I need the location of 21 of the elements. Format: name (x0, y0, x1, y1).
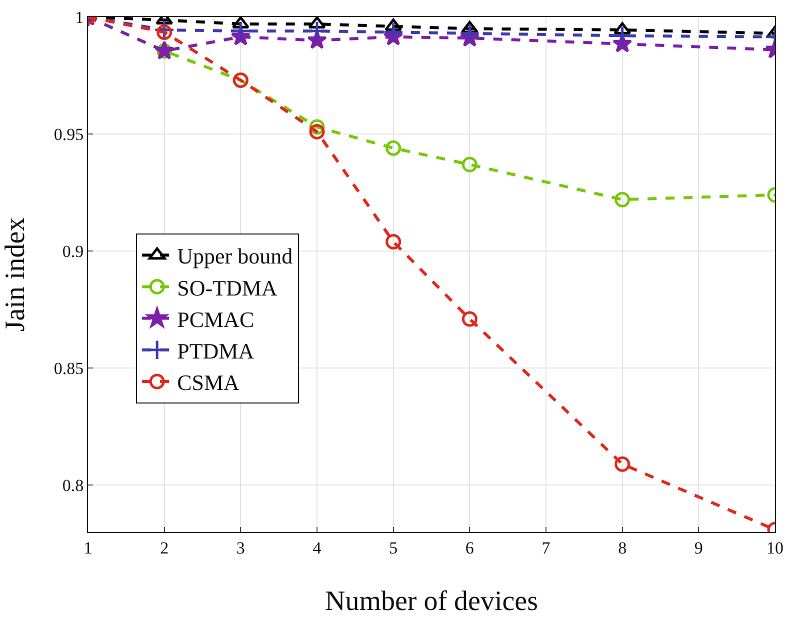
x-tick-label: 8 (618, 538, 627, 558)
y-tick-label: 0.8 (62, 476, 84, 496)
y-axis-title: Jain index (0, 217, 31, 332)
legend-label: SO-TDMA (177, 275, 278, 300)
x-tick-label: 4 (312, 538, 322, 558)
x-tick-label: 6 (465, 538, 474, 558)
y-tick-label: 0.95 (54, 125, 84, 144)
y-tick-label: 1 (75, 8, 84, 27)
y-tick-label: 0.9 (62, 242, 84, 262)
x-tick-label: 5 (389, 538, 398, 558)
x-tick-label: 7 (542, 538, 551, 558)
x-tick-label: 9 (694, 538, 703, 558)
x-tick-label: 2 (160, 538, 169, 558)
y-tick-label: 0.85 (54, 359, 84, 378)
legend-label: PCMAC (177, 306, 254, 332)
legend-label: PTDMA (177, 338, 254, 364)
legend-label: Upper bound (177, 244, 293, 269)
x-axis-title: Number of devices (324, 586, 538, 617)
legend-label: CSMA (177, 370, 240, 396)
x-tick-label: 10 (766, 538, 784, 558)
x-tick-label: 3 (236, 538, 245, 558)
